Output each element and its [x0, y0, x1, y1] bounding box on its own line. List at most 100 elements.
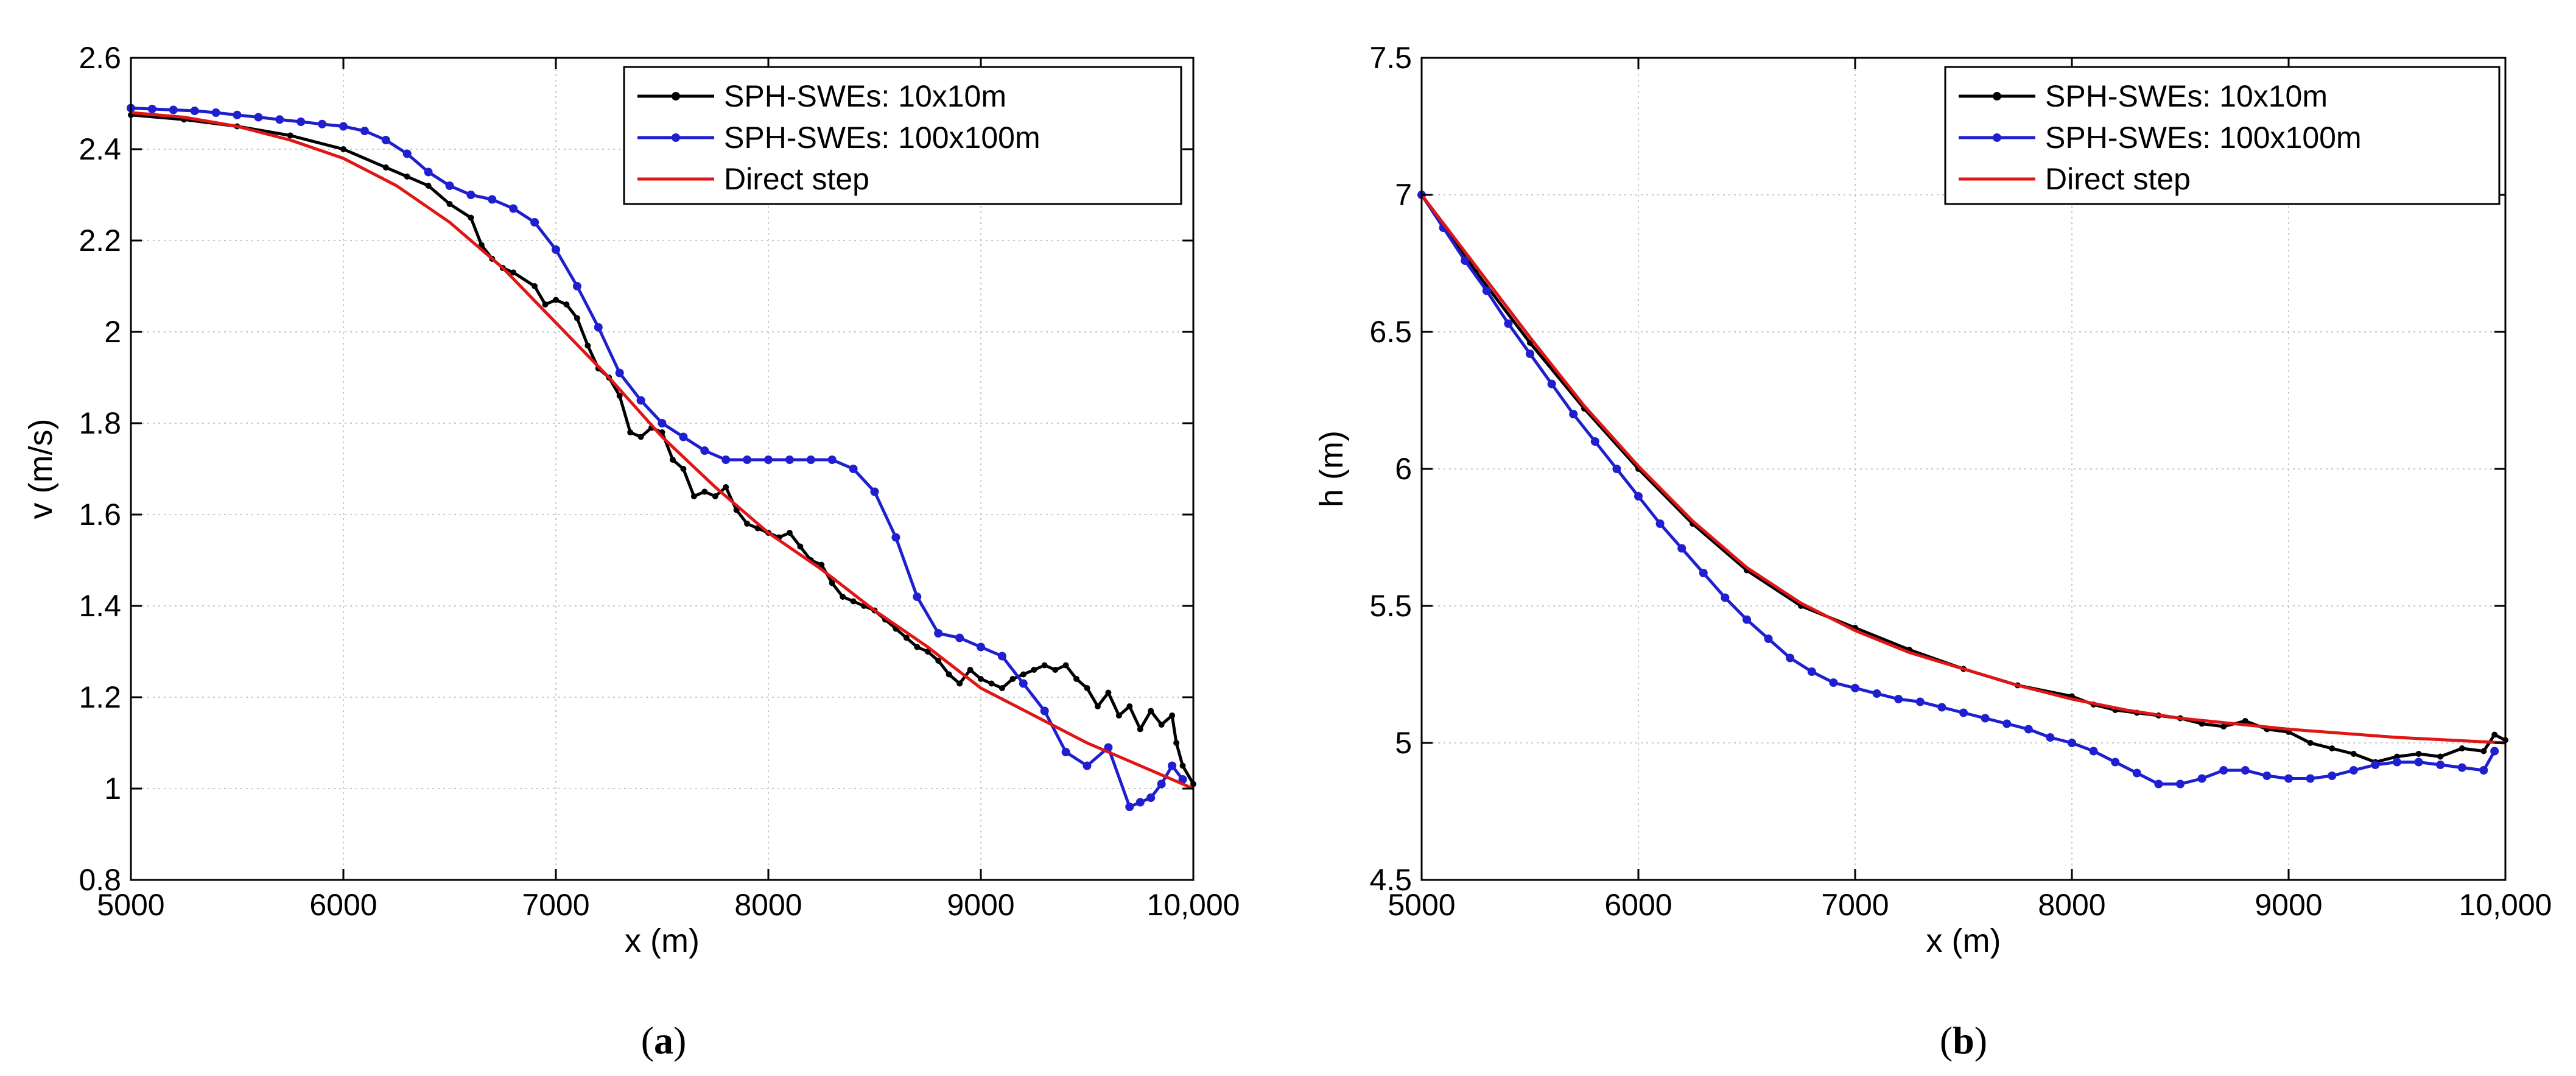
data-point-sph-swes-100x100m [1981, 714, 1990, 723]
data-point-sph-swes-10x10m [1094, 703, 1101, 709]
data-point-sph-swes-10x10m [2437, 753, 2444, 760]
data-point-sph-swes-100x100m [2284, 774, 2293, 783]
data-point-sph-swes-100x100m [233, 110, 242, 119]
series-line-direct-step [130, 111, 1194, 790]
data-point-sph-swes-10x10m [404, 174, 410, 180]
legend-entry-label: Direct step [724, 162, 869, 196]
legend-entry-label: SPH-SWEs: 10x10m [2045, 79, 2328, 113]
data-point-sph-swes-100x100m [743, 455, 752, 464]
y-tick-label: 1.4 [79, 589, 121, 623]
data-point-sph-swes-10x10m [1031, 667, 1037, 673]
data-point-sph-swes-10x10m [903, 635, 910, 641]
data-point-sph-swes-100x100m [1135, 798, 1145, 807]
data-point-sph-swes-100x100m [2479, 766, 2488, 775]
data-point-sph-swes-100x100m [318, 119, 327, 128]
data-point-sph-swes-10x10m [840, 594, 846, 600]
x-tick-label: 9000 [947, 888, 1014, 922]
data-point-sph-swes-10x10m [616, 393, 623, 399]
data-point-sph-swes-100x100m [1040, 706, 1049, 716]
data-point-sph-swes-10x10m [1105, 689, 1112, 696]
data-point-sph-swes-10x10m [542, 301, 549, 308]
data-point-sph-swes-100x100m [402, 149, 412, 158]
data-point-sph-swes-10x10m [2491, 731, 2498, 738]
data-point-sph-swes-10x10m [829, 580, 835, 586]
data-point-sph-swes-10x10m [1020, 671, 1027, 678]
data-point-sph-swes-10x10m [1173, 740, 1180, 746]
data-point-sph-swes-10x10m [510, 269, 517, 276]
data-point-sph-swes-10x10m [1169, 712, 1176, 719]
data-point-sph-swes-10x10m [382, 164, 389, 171]
data-point-sph-swes-10x10m [1009, 676, 1016, 682]
data-point-sph-swes-100x100m [1612, 465, 1621, 473]
data-point-sph-swes-100x100m [445, 181, 454, 190]
x-tick-label: 10,000 [1147, 888, 1240, 922]
data-point-sph-swes-100x100m [572, 282, 581, 290]
legend-entry-label: SPH-SWEs: 100x100m [2045, 121, 2362, 155]
data-point-sph-swes-10x10m [956, 680, 963, 687]
data-point-sph-swes-100x100m [254, 113, 263, 122]
data-point-sph-swes-100x100m [1547, 379, 1556, 389]
y-tick-label: 5.5 [1369, 589, 1412, 623]
data-point-sph-swes-10x10m [1137, 726, 1143, 733]
x-tick-label: 7000 [522, 888, 589, 922]
caption-letter: b [1953, 1019, 1974, 1062]
data-point-sph-swes-10x10m [2480, 748, 2487, 754]
x-tick-label: 9000 [2255, 888, 2322, 922]
data-point-sph-swes-100x100m [1569, 410, 1578, 418]
data-point-sph-swes-10x10m [425, 183, 432, 189]
data-point-sph-swes-10x10m [998, 685, 1005, 691]
data-point-sph-swes-10x10m [946, 671, 952, 678]
data-point-sph-swes-100x100m [615, 368, 624, 378]
x-tick-label: 8000 [734, 888, 802, 922]
data-point-sph-swes-100x100m [721, 455, 731, 464]
data-point-sph-swes-100x100m [658, 419, 667, 427]
data-point-sph-swes-10x10m [2329, 745, 2336, 751]
data-point-sph-swes-10x10m [2307, 740, 2314, 746]
data-point-sph-swes-100x100m [977, 642, 985, 652]
data-point-sph-swes-100x100m [2436, 761, 2445, 769]
data-point-sph-swes-10x10m [1115, 712, 1122, 719]
data-point-sph-swes-100x100m [2046, 733, 2055, 742]
caption-open-paren: ( [641, 1019, 654, 1062]
data-point-sph-swes-10x10m [701, 488, 708, 495]
data-point-sph-swes-100x100m [2414, 758, 2423, 767]
x-tick-label: 6000 [1604, 888, 1672, 922]
data-point-sph-swes-100x100m [2457, 763, 2466, 772]
data-point-sph-swes-100x100m [785, 455, 794, 464]
data-point-sph-swes-10x10m [1041, 662, 1048, 669]
x-tick-label: 5000 [97, 888, 164, 922]
data-point-sph-swes-100x100m [1786, 653, 1795, 663]
data-point-sph-swes-10x10m [2350, 751, 2357, 757]
data-point-sph-swes-100x100m [1699, 569, 1708, 577]
y-tick-label: 2.6 [79, 41, 121, 75]
data-point-sph-swes-100x100m [2349, 766, 2358, 775]
data-point-sph-swes-10x10m [468, 214, 474, 221]
data-point-sph-swes-100x100m [2262, 772, 2272, 780]
data-point-sph-swes-100x100m [849, 465, 858, 473]
x-axis-label: x (m) [1926, 923, 2001, 959]
y-tick-label: 1.8 [79, 406, 121, 440]
data-point-sph-swes-10x10m [690, 493, 697, 499]
data-point-sph-swes-10x10m [2199, 720, 2205, 727]
data-point-sph-swes-10x10m [1148, 708, 1154, 714]
data-point-sph-swes-100x100m [594, 323, 603, 332]
y-tick-label: 4.5 [1369, 863, 1412, 897]
data-point-sph-swes-10x10m [712, 493, 718, 499]
data-point-sph-swes-100x100m [955, 633, 964, 642]
legend: SPH-SWEs: 10x10m SPH-SWEs: 100x100m Direct… [1944, 66, 2501, 205]
data-point-sph-swes-100x100m [1829, 678, 1838, 687]
data-point-sph-swes-10x10m [1052, 667, 1059, 673]
data-point-sph-swes-100x100m [2219, 766, 2228, 775]
y-tick-label: 2.2 [79, 223, 121, 258]
data-point-sph-swes-10x10m [1062, 662, 1069, 669]
data-point-sph-swes-10x10m [2415, 751, 2422, 757]
legend-swatch-marker [1993, 133, 2001, 142]
data-point-sph-swes-10x10m [797, 543, 804, 550]
data-point-sph-swes-100x100m [552, 245, 560, 254]
data-point-sph-swes-100x100m [1168, 761, 1177, 770]
data-point-sph-swes-10x10m [584, 342, 591, 349]
data-point-sph-swes-100x100m [2111, 758, 2120, 767]
data-point-sph-swes-10x10m [1126, 703, 1133, 709]
data-point-sph-swes-100x100m [1677, 544, 1686, 553]
data-point-sph-swes-10x10m [935, 658, 942, 664]
